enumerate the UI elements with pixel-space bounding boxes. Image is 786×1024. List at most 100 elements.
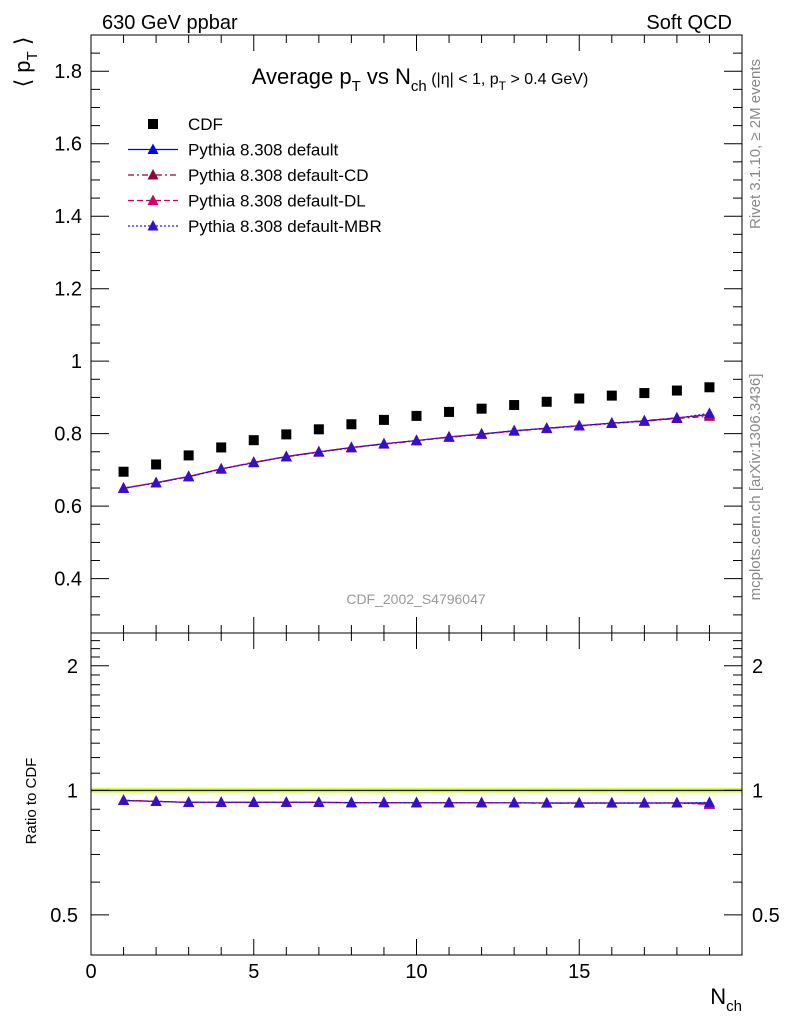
y-tick-label: 0.8 bbox=[54, 424, 82, 446]
ratio-point bbox=[541, 796, 553, 808]
data-point bbox=[378, 414, 389, 425]
chart-title: Average pT vs Nch (|η| < 1, pT > 0.4 GeV… bbox=[252, 64, 589, 95]
data-point bbox=[183, 470, 195, 482]
title-part-3: (|η| < 1, p bbox=[427, 71, 499, 88]
header-left: 630 GeV ppbar bbox=[102, 12, 238, 34]
data-point bbox=[639, 388, 650, 399]
legend-entry-4: Pythia 8.308 default-MBR bbox=[128, 217, 382, 236]
legend-label: CDF bbox=[188, 115, 223, 134]
y-axis-label: ⟨ pT ⟩ bbox=[10, 37, 41, 88]
ratio-y-label: Ratio to CDF bbox=[23, 758, 40, 845]
reference-band bbox=[91, 788, 742, 793]
data-point bbox=[313, 446, 325, 457]
series-4 bbox=[118, 407, 715, 493]
ratio-point bbox=[476, 796, 488, 808]
ratio-point bbox=[215, 796, 227, 807]
ratio-point bbox=[508, 796, 520, 808]
legend-entry-0: CDF bbox=[148, 115, 223, 134]
title-part-4: > 0.4 GeV) bbox=[506, 71, 588, 88]
y-tick-label: 1.2 bbox=[54, 279, 82, 301]
ratio-point bbox=[638, 796, 650, 808]
ratio-point bbox=[378, 796, 390, 808]
data-point bbox=[118, 482, 130, 493]
y-tick-label: 0.6 bbox=[54, 496, 82, 518]
data-point bbox=[411, 434, 422, 446]
ratio-tick-label: 2 bbox=[67, 656, 78, 678]
series-line bbox=[123, 413, 710, 489]
legend-marker bbox=[147, 194, 159, 205]
ratio-frame bbox=[90, 632, 743, 956]
data-point bbox=[476, 403, 487, 414]
data-point bbox=[280, 450, 292, 462]
data-point bbox=[704, 382, 715, 393]
ratio-point bbox=[411, 796, 422, 808]
mcplots-label: mcplots.cern.ch [arXiv:1306.3436] bbox=[747, 374, 764, 601]
data-point bbox=[508, 424, 520, 436]
data-point bbox=[281, 429, 292, 440]
y-tick-label: 1.4 bbox=[54, 206, 82, 228]
data-point bbox=[443, 431, 455, 442]
data-point bbox=[541, 396, 552, 407]
ratio-series-3 bbox=[118, 794, 715, 808]
series-1 bbox=[118, 408, 715, 493]
header-right: Soft QCD bbox=[646, 12, 732, 34]
title-part-2: vs N bbox=[361, 64, 411, 89]
x-axis-label: Nch bbox=[710, 984, 742, 1015]
data-point bbox=[183, 450, 194, 461]
main-plot-area: 0.4 0.6 0.8 1 1.2 1.4 1.6 1.8 bbox=[54, 34, 743, 634]
ratio-point bbox=[703, 796, 715, 807]
data-point bbox=[671, 412, 683, 423]
ratio-point bbox=[183, 796, 195, 807]
legend-entry-1: Pythia 8.308 default bbox=[128, 141, 339, 160]
ratio-point bbox=[248, 796, 260, 807]
data-point bbox=[606, 390, 617, 401]
series-line bbox=[123, 414, 710, 489]
data-point bbox=[215, 463, 227, 474]
ratio-point bbox=[443, 796, 455, 808]
data-point bbox=[606, 417, 618, 428]
ratio-tick-label: 1 bbox=[67, 780, 78, 802]
title-part-1: Average p bbox=[252, 64, 352, 89]
series-3 bbox=[118, 408, 715, 493]
series-0 bbox=[118, 382, 715, 477]
x-label-main: N bbox=[710, 984, 726, 1009]
ratio-tick-label-right: 0.5 bbox=[752, 905, 780, 927]
legend-label: Pythia 8.308 default bbox=[188, 141, 339, 160]
x-tick-label: 10 bbox=[405, 961, 427, 983]
x-tick-label: 5 bbox=[248, 961, 259, 983]
data-point bbox=[151, 459, 162, 470]
analysis-watermark: CDF_2002_S4796047 bbox=[346, 591, 486, 607]
data-point bbox=[703, 407, 715, 418]
legend-entry-2: Pythia 8.308 default-CD bbox=[128, 166, 369, 185]
y-tick-label: 1.6 bbox=[54, 134, 82, 156]
data-point bbox=[248, 456, 260, 468]
ratio-point bbox=[345, 796, 357, 808]
data-point bbox=[248, 435, 259, 446]
rivet-label: Rivet 3.1.10, ≥ 2M events bbox=[747, 59, 764, 229]
data-point bbox=[150, 476, 162, 488]
legend-marker bbox=[147, 220, 159, 231]
legend-label: Pythia 8.308 default-DL bbox=[188, 192, 366, 211]
ratio-tick-label-right: 1 bbox=[752, 780, 763, 802]
data-point bbox=[476, 428, 488, 439]
ratio-point bbox=[573, 796, 585, 808]
data-point bbox=[345, 441, 357, 453]
y-label-sub: T bbox=[24, 51, 41, 60]
ratio-point bbox=[118, 794, 130, 805]
data-point bbox=[541, 422, 553, 433]
title-sub-3: T bbox=[499, 79, 507, 93]
legend-marker bbox=[147, 169, 159, 180]
y-label-close: ⟩ bbox=[10, 37, 35, 52]
ratio-point bbox=[150, 795, 162, 806]
y-tick-label: 1.8 bbox=[54, 61, 82, 83]
data-point bbox=[216, 442, 227, 453]
data-point bbox=[411, 410, 422, 421]
x-tick-label: 15 bbox=[568, 961, 590, 983]
data-point bbox=[313, 424, 324, 435]
legend-marker bbox=[148, 119, 158, 129]
ratio-point bbox=[671, 796, 683, 808]
ratio-point bbox=[313, 796, 325, 807]
legend: CDF Pythia 8.308 default Pythia 8.308 defa… bbox=[128, 115, 382, 236]
data-point bbox=[573, 419, 585, 431]
data-point bbox=[346, 419, 357, 430]
